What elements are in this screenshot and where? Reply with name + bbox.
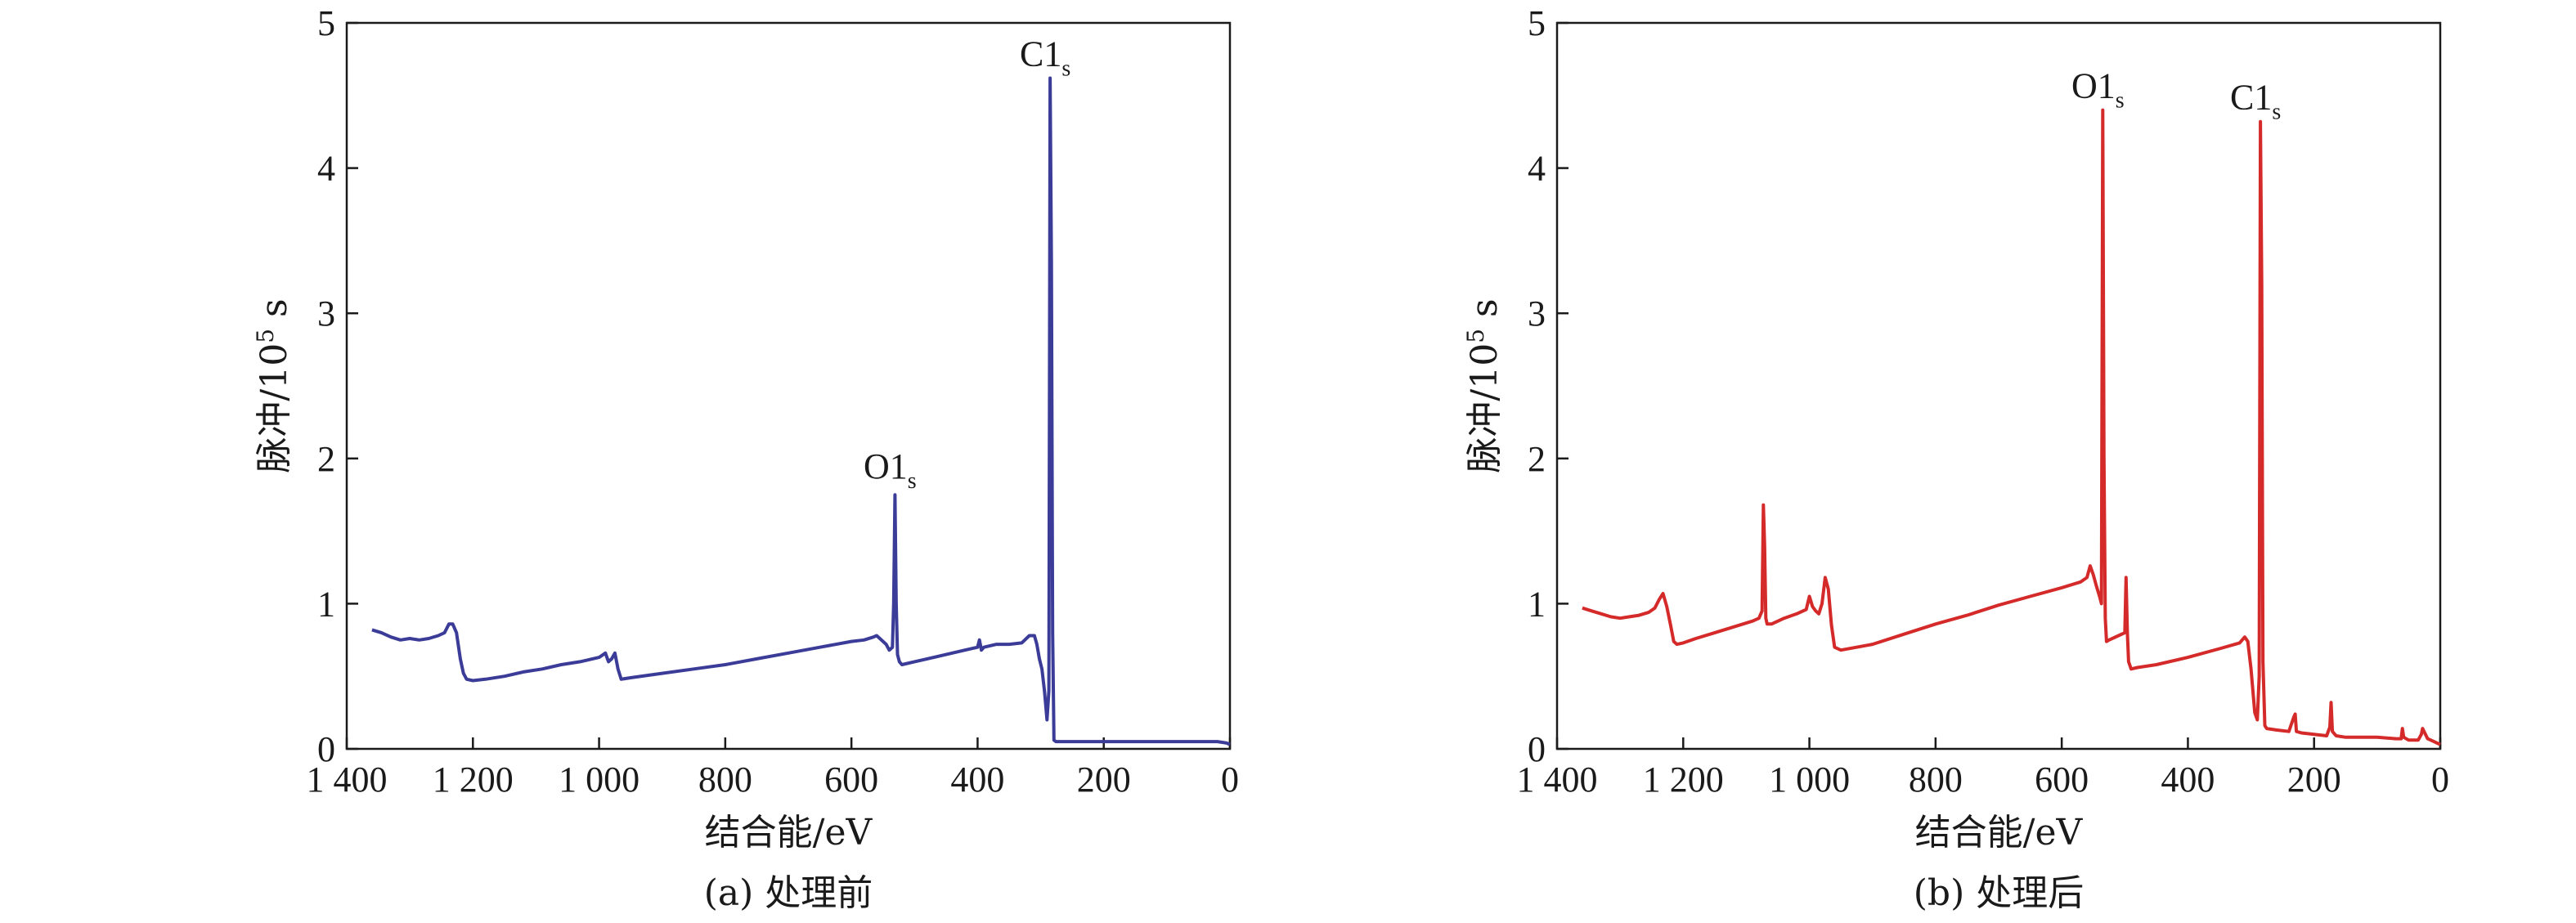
- x-axis-title: 结合能/eV: [705, 812, 873, 854]
- x-tick-label: 0: [1221, 759, 1239, 800]
- x-tick-label: 800: [698, 759, 752, 800]
- peak-label-sub: s: [2272, 100, 2281, 125]
- x-tick-label: 1 400: [1517, 759, 1598, 800]
- y-tick-label: 3: [1528, 293, 1546, 334]
- plot-frame: [345, 21, 1232, 750]
- y-axis-title-sup: 5: [252, 329, 279, 343]
- x-tick-label: 800: [1909, 759, 1963, 800]
- y-tick-label: 4: [1528, 149, 1546, 189]
- y-axis-title: 脉冲/105 s: [1462, 298, 1506, 473]
- x-tick-label: 1 000: [559, 759, 640, 800]
- y-tick-label: 1: [1528, 584, 1546, 624]
- peak-label-sub: s: [2116, 87, 2125, 113]
- series-line: [1582, 108, 2441, 746]
- peak-label: C1s: [2230, 78, 2281, 125]
- x-axis-title: 结合能/eV: [1915, 812, 2084, 854]
- x-tick-label: 400: [2161, 759, 2215, 800]
- x-tick-label: 0: [2431, 759, 2449, 800]
- y-axis: 0 1 2 3 4 5: [317, 3, 358, 769]
- x-tick-label: 1 200: [1643, 759, 1724, 800]
- y-axis-title-main: 脉冲/10: [1464, 343, 1506, 473]
- peak-label-sub: s: [1061, 56, 1070, 81]
- y-tick-label: 0: [1528, 729, 1546, 769]
- x-tick-label: 600: [824, 759, 878, 800]
- y-tick-label: 5: [1528, 3, 1546, 43]
- y-axis-title-unit: s: [254, 298, 295, 329]
- x-tick-label: 200: [2287, 759, 2341, 800]
- y-tick-label: 4: [317, 149, 335, 189]
- x-tick-label: 200: [1077, 759, 1131, 800]
- x-axis: 1 400 1 200 1 000 800 600 400 200 0: [307, 737, 1239, 800]
- y-tick-label: 5: [317, 3, 335, 43]
- x-tick-label: 400: [950, 759, 1004, 800]
- y-tick-label: 2: [1528, 439, 1546, 479]
- peak-label-sub: s: [908, 468, 917, 494]
- y-axis: 0 1 2 3 4 5: [1528, 3, 1568, 769]
- x-tick-label: 1 400: [307, 759, 388, 800]
- peak-label-main: C1: [2230, 78, 2272, 118]
- x-axis: 1 400 1 200 1 000 800 600 400 200 0: [1517, 737, 2449, 800]
- caption-b: (b) 处理后: [1914, 872, 2084, 914]
- y-axis-title-main: 脉冲/10: [254, 343, 295, 473]
- peak-label: C1s: [1020, 34, 1070, 81]
- peak-label: O1s: [2071, 65, 2125, 113]
- y-axis-title-sup: 5: [1462, 329, 1489, 343]
- peak-label-main: O1: [864, 446, 908, 486]
- series-line: [371, 76, 1231, 746]
- x-tick-label: 600: [2035, 759, 2089, 800]
- peak-label: O1s: [864, 446, 917, 494]
- peak-label-main: O1: [2071, 65, 2116, 105]
- x-tick-label: 1 200: [433, 759, 514, 800]
- x-tick-label: 1 000: [1769, 759, 1850, 800]
- caption-a: (a) 处理前: [704, 872, 873, 914]
- peak-label-main: C1: [1020, 34, 1061, 74]
- plot-frame: [1555, 21, 2442, 750]
- y-tick-label: 0: [317, 729, 335, 769]
- y-tick-label: 2: [317, 439, 335, 479]
- y-axis-title-unit: s: [1464, 298, 1506, 329]
- y-axis-title: 脉冲/105 s: [252, 298, 295, 473]
- y-tick-label: 1: [317, 584, 335, 624]
- y-tick-label: 3: [317, 293, 335, 334]
